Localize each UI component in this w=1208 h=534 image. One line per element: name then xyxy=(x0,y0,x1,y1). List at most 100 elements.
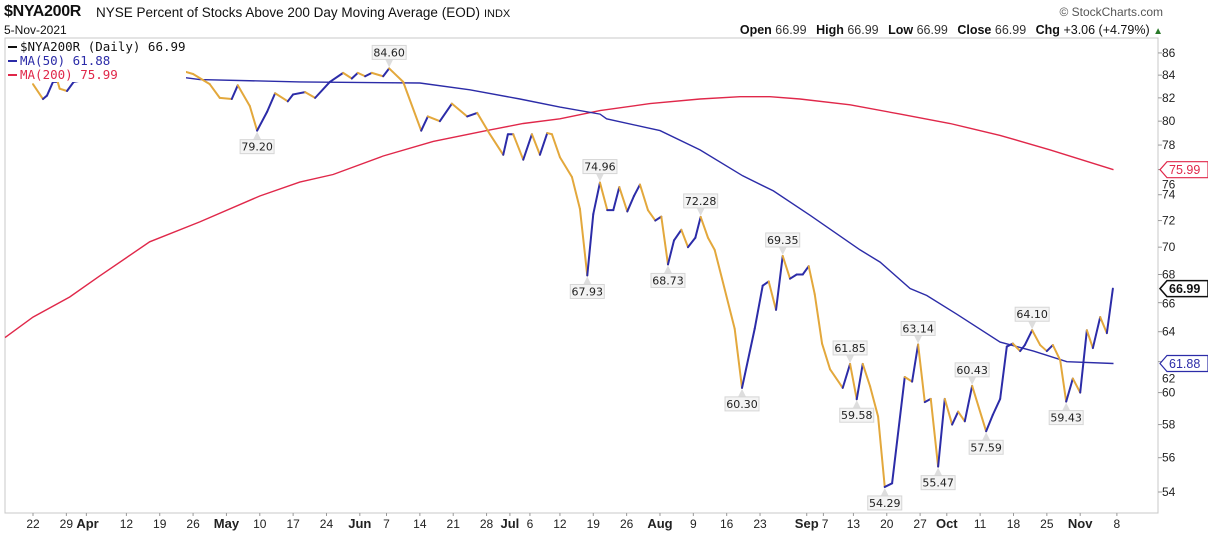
annotation-box xyxy=(569,283,605,299)
x-tick-label: 8 xyxy=(1114,517,1121,531)
chart-date: 5-Nov-2021 xyxy=(4,23,67,37)
price-segment xyxy=(775,254,784,311)
annotation-text: 59.43 xyxy=(1050,412,1082,425)
high-label: High xyxy=(816,23,844,37)
price-segment xyxy=(753,284,764,330)
annotation-text: 63.14 xyxy=(902,322,934,335)
price-segment xyxy=(917,343,926,404)
annotation-text: 64.10 xyxy=(1016,308,1048,321)
price-segment xyxy=(236,84,251,107)
price-segment xyxy=(522,133,533,161)
y-tick-label: 82 xyxy=(1162,91,1176,105)
annotation-text: 57.59 xyxy=(970,441,1002,454)
price-segment xyxy=(550,133,561,159)
annotation-label: 68.73 xyxy=(650,265,686,288)
annotation-label: 61.85 xyxy=(832,340,868,363)
price-segment xyxy=(292,91,307,96)
ohlc-bar: Open 66.99 High 66.99 Low 66.99 Close 66… xyxy=(740,23,1163,37)
low-label: Low xyxy=(888,23,914,37)
annotation-pointer xyxy=(595,173,604,182)
annotation-pointer xyxy=(663,265,672,274)
price-segment xyxy=(666,239,675,266)
price-segment xyxy=(502,133,509,156)
price-segment xyxy=(1005,342,1014,348)
annotation-text: 54.29 xyxy=(869,497,901,510)
y-tick-label: 74 xyxy=(1162,188,1176,202)
x-tick-label: Sep xyxy=(795,516,819,531)
price-segment xyxy=(951,410,960,426)
price-segment xyxy=(855,362,864,401)
annotation-pointer xyxy=(914,335,923,344)
price-segment xyxy=(660,215,669,266)
price-segment xyxy=(476,111,491,136)
x-tick-label: 18 xyxy=(1007,517,1021,531)
x-tick-label: 14 xyxy=(413,517,427,531)
open-value: 66.99 xyxy=(775,23,807,37)
annotation-pointer xyxy=(583,276,592,285)
price-segment xyxy=(618,186,629,213)
annotation-pointer xyxy=(880,487,889,496)
x-tick-label: Oct xyxy=(936,516,958,531)
x-tick-label: 21 xyxy=(447,517,461,531)
annotation-box xyxy=(839,407,875,423)
legend-label: $NYA200R (Daily) 66.99 xyxy=(20,39,186,54)
price-segment xyxy=(438,102,453,123)
annotation-pointer xyxy=(1028,321,1037,330)
price-segment xyxy=(632,183,641,197)
price-segment xyxy=(286,93,295,103)
price-segment xyxy=(592,181,601,216)
annotation-text: 61.85 xyxy=(834,342,866,355)
annotation-pointer xyxy=(778,246,787,255)
annotation-pointer xyxy=(253,131,262,140)
exchange-label: INDX xyxy=(483,8,511,20)
price-segment xyxy=(672,228,683,242)
price-segment xyxy=(733,327,744,389)
price-segment xyxy=(877,415,886,488)
x-tick-label: Jun xyxy=(348,516,371,531)
price-segment xyxy=(530,133,541,156)
price-segment xyxy=(957,410,966,423)
annotation-box xyxy=(900,320,936,336)
price-segment xyxy=(192,73,211,86)
price-segment xyxy=(66,80,75,92)
price-segment xyxy=(314,80,331,99)
y-tick-label: 86 xyxy=(1162,46,1176,60)
price-segment xyxy=(801,265,810,276)
price-tag-text: 66.99 xyxy=(1169,282,1200,296)
annotation-box xyxy=(920,475,956,491)
price-segment xyxy=(1065,377,1074,403)
plot-area xyxy=(4,37,1159,514)
price-segment xyxy=(538,132,549,156)
x-tick-label: 19 xyxy=(587,517,601,531)
price-segment xyxy=(402,80,423,132)
price-segment xyxy=(1079,329,1088,394)
price-segment xyxy=(861,362,872,388)
price-segment xyxy=(218,96,233,101)
annotation-text: 68.73 xyxy=(652,274,684,287)
annotation-pointer xyxy=(385,59,394,68)
annotation-label: 79.20 xyxy=(239,131,275,155)
y-tick-label: 84 xyxy=(1162,68,1176,82)
price-segment xyxy=(638,183,649,212)
price-segment xyxy=(356,71,367,78)
x-tick-label: 23 xyxy=(753,517,767,531)
x-tick-label: 28 xyxy=(480,517,494,531)
price-segment xyxy=(991,397,1002,416)
annotation-pointer xyxy=(934,467,943,476)
x-tick-label: 29 xyxy=(60,517,74,531)
price-segment xyxy=(646,209,657,222)
price-segment xyxy=(256,110,269,132)
price-segment xyxy=(869,385,880,418)
price-tag: 75.99 xyxy=(1159,161,1208,179)
price-segment xyxy=(721,277,736,330)
price-segment xyxy=(713,248,724,280)
ma50-line xyxy=(96,65,1114,365)
annotation-label: 64.10 xyxy=(1014,306,1050,330)
price-segment xyxy=(781,254,792,280)
description-text: NYSE Percent of Stocks Above 200 Day Mov… xyxy=(96,5,480,20)
annotation-text: 55.47 xyxy=(922,477,954,490)
price-segment xyxy=(1023,329,1034,347)
price-tag-text: 61.88 xyxy=(1169,357,1200,371)
annotation-text: 79.20 xyxy=(241,141,273,154)
